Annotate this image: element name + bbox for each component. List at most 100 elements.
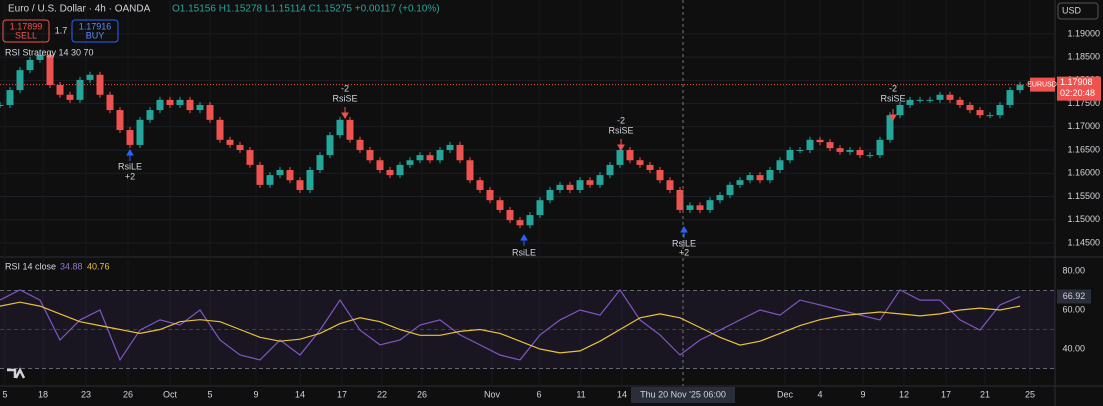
crosshair-label: Thu 20 Nov '25 06:00 xyxy=(640,389,726,399)
candle xyxy=(946,94,954,100)
spread: 1.7 xyxy=(55,25,68,35)
currency-button[interactable] xyxy=(1057,2,1099,20)
x-tick-label: 18 xyxy=(38,389,48,399)
x-tick-label: 5 xyxy=(2,389,7,399)
countdown: 02:20:48 xyxy=(1060,88,1095,98)
candle xyxy=(776,160,784,170)
x-tick-label: 17 xyxy=(941,389,951,399)
candle xyxy=(386,170,394,176)
candle xyxy=(396,164,404,176)
candle xyxy=(576,180,584,190)
x-tick-label: Nov xyxy=(484,389,501,399)
last-value-bg xyxy=(1057,289,1091,304)
candle xyxy=(136,119,144,145)
candle xyxy=(846,150,854,152)
x-tick-label: 14 xyxy=(295,389,305,399)
x-tick-label: 5 xyxy=(207,389,212,399)
candle xyxy=(756,175,764,181)
candle xyxy=(676,189,684,210)
price-tag-bg xyxy=(1057,76,1101,101)
x-tick-label: 26 xyxy=(417,389,427,399)
candle xyxy=(466,160,474,181)
currency: USD xyxy=(1062,5,1082,15)
x-tick-label: Oct xyxy=(163,389,178,399)
logo xyxy=(7,367,26,379)
candle xyxy=(326,135,334,156)
candle xyxy=(956,99,964,105)
candle xyxy=(836,148,844,152)
candle xyxy=(796,150,804,152)
candle xyxy=(146,110,154,120)
candle xyxy=(596,175,604,185)
buy-price: 1.17916 xyxy=(79,21,112,31)
candle xyxy=(766,170,774,181)
signal-qty: -2 xyxy=(341,83,349,93)
candle xyxy=(286,170,294,181)
sell-button[interactable] xyxy=(2,19,50,43)
candle xyxy=(906,99,914,105)
candle xyxy=(206,104,214,120)
candle xyxy=(36,54,44,60)
candle xyxy=(456,144,464,161)
candle xyxy=(0,104,4,106)
candle xyxy=(246,150,254,165)
y-tick-label: 1.17500 xyxy=(1067,98,1100,108)
x-tick-label: 17 xyxy=(337,389,347,399)
candle xyxy=(856,150,864,156)
candle xyxy=(306,170,314,190)
candle xyxy=(196,104,204,111)
candle xyxy=(686,205,694,210)
candle xyxy=(126,130,134,145)
x-tick-label: 12 xyxy=(899,389,909,399)
candle xyxy=(556,184,564,190)
candle xyxy=(166,99,174,105)
rsi-title: RSI 14 close xyxy=(5,261,56,271)
strategy-label: RSI Strategy 14 30 70 xyxy=(5,47,94,57)
candle xyxy=(566,184,574,190)
x-tick-label: 25 xyxy=(1025,389,1035,399)
signal-label: RsiLE xyxy=(512,247,536,257)
candle xyxy=(176,99,184,105)
y-tick-label: 1.16500 xyxy=(1067,144,1100,154)
candle xyxy=(56,85,64,95)
candle xyxy=(106,94,114,111)
candle xyxy=(76,79,84,100)
short-arrow xyxy=(889,109,897,121)
candle xyxy=(226,139,234,145)
candle xyxy=(436,150,444,161)
band-fill xyxy=(0,290,1055,369)
candle xyxy=(156,99,164,111)
crosshair-tag-bg xyxy=(631,387,735,403)
sell-label: SELL xyxy=(15,30,37,40)
y-tick-label: 1.18500 xyxy=(1067,52,1100,62)
candle xyxy=(786,150,794,161)
candle xyxy=(726,184,734,196)
candle xyxy=(736,180,744,185)
candle xyxy=(696,205,704,210)
candle xyxy=(266,175,274,185)
y-tick-label: 1.17000 xyxy=(1067,121,1100,131)
signal-label: RsiSE xyxy=(608,125,633,135)
signal-qty: -2 xyxy=(889,83,897,93)
candle xyxy=(446,144,454,151)
candle xyxy=(416,155,424,161)
buy-button[interactable] xyxy=(71,19,119,43)
ma-value: 40.76 xyxy=(87,261,110,271)
x-tick-label: 9 xyxy=(253,389,258,399)
candle xyxy=(366,150,374,161)
candle xyxy=(526,215,534,226)
candle xyxy=(876,139,884,156)
long-arrow xyxy=(126,149,134,161)
candle xyxy=(376,160,384,170)
candle xyxy=(86,74,94,80)
price-tag: 1.17908 xyxy=(1060,77,1093,87)
candle xyxy=(476,180,484,190)
short-arrow xyxy=(617,139,625,151)
x-tick-label: 6 xyxy=(536,389,541,399)
candle xyxy=(406,160,414,165)
signal-label: RsiLE xyxy=(118,161,142,171)
candle xyxy=(926,99,934,101)
candle xyxy=(16,70,24,91)
candle xyxy=(256,164,264,185)
